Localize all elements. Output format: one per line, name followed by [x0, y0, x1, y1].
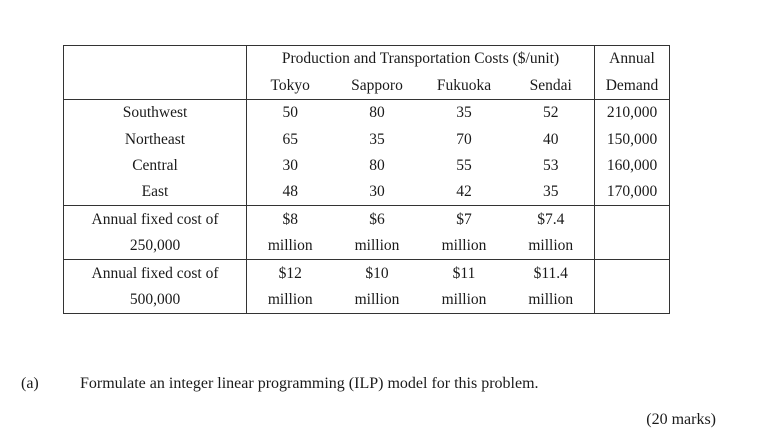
fixed-cost-row: 250,000 million million million million: [63, 232, 670, 260]
cost-cell: 30: [369, 183, 385, 201]
region-label: Northeast: [63, 126, 247, 153]
fixed-cost-label: Annual fixed cost of: [63, 205, 247, 233]
table-row: East 48 30 42 35 170,000: [63, 178, 670, 206]
marks-label: (20 marks): [646, 411, 716, 428]
fixed-cost-value: $7: [420, 205, 508, 233]
demand-cell: 170,000: [594, 178, 670, 206]
empty-cell: [594, 232, 670, 260]
corner-cell: [63, 45, 247, 73]
fixed-cost-value: $7.4: [507, 205, 595, 233]
city-header: Fukuoka: [436, 76, 492, 94]
demand-header-2: Demand: [594, 72, 670, 100]
cost-cell: 50: [246, 98, 334, 127]
region-label: East: [63, 178, 247, 206]
cost-cell: 53: [507, 152, 595, 179]
empty-cell: [594, 286, 670, 314]
fixed-cost-value: $12: [246, 259, 334, 287]
demand-cell: 150,000: [594, 126, 670, 153]
fixed-cost-capacity: 500,000: [63, 286, 247, 314]
fixed-cost-label: Annual fixed cost of: [63, 259, 247, 287]
fixed-cost-unit: million: [441, 237, 487, 255]
corner-cell-2: [63, 72, 247, 100]
table-row: Northeast 65 35 70 40 150,000: [63, 126, 670, 153]
fixed-cost-row: Annual fixed cost of $12 $10 $11 $11.4: [63, 259, 670, 287]
group-header: Production and Transportation Costs ($/u…: [246, 45, 595, 73]
cost-cell: 48: [282, 183, 299, 201]
cost-cell: 80: [369, 157, 385, 174]
cost-cell: 30: [282, 157, 299, 174]
fixed-cost-unit: million: [246, 286, 334, 314]
fixed-cost-row: 500,000 million million million million: [63, 286, 670, 314]
table-row: Southwest 50 80 35 52 210,000: [63, 98, 670, 127]
question-text: Formulate an integer linear programming …: [80, 375, 539, 392]
cost-cell: 40: [507, 126, 595, 153]
cost-cell: 80: [333, 98, 421, 127]
cost-cell: 35: [420, 98, 508, 127]
cost-table: Production and Transportation Costs ($/u…: [63, 45, 670, 314]
city-header: Tokyo: [270, 76, 310, 94]
fixed-cost-unit: million: [267, 237, 313, 255]
cost-cell: 52: [507, 98, 595, 127]
header-row-1: Production and Transportation Costs ($/u…: [63, 45, 670, 73]
fixed-cost-value: $10: [333, 259, 421, 287]
demand-cell: 210,000: [594, 98, 670, 127]
cost-cell: 42: [456, 183, 472, 201]
cost-cell: 35: [507, 178, 595, 206]
cost-cell: 65: [282, 130, 299, 148]
question-label: (a): [21, 375, 39, 392]
demand-header-1: Annual: [594, 45, 670, 73]
fixed-cost-row: Annual fixed cost of $8 $6 $7 $7.4: [63, 205, 670, 233]
cost-cell: 70: [456, 130, 472, 148]
demand-cell: 160,000: [594, 152, 670, 179]
empty-cell: [594, 205, 670, 233]
region-label: Southwest: [63, 98, 247, 127]
fixed-cost-value: $6: [333, 205, 421, 233]
cost-cell: 35: [369, 130, 385, 148]
fixed-cost-unit: million: [507, 286, 595, 314]
cost-cell: 55: [456, 157, 472, 174]
fixed-cost-value: $8: [246, 205, 334, 233]
fixed-cost-capacity: 250,000: [63, 232, 247, 260]
city-header: Sendai: [507, 72, 595, 100]
fixed-cost-value: $11.4: [507, 259, 595, 287]
fixed-cost-unit: million: [333, 286, 421, 314]
header-row-2: Tokyo Sapporo Fukuoka Sendai Demand: [63, 72, 670, 100]
table-row: Central 30 80 55 53 160,000: [63, 152, 670, 179]
fixed-cost-unit: million: [420, 286, 508, 314]
region-label: Central: [63, 152, 247, 179]
empty-cell: [594, 259, 670, 287]
city-header: Sapporo: [351, 76, 403, 94]
fixed-cost-unit: million: [354, 237, 400, 255]
fixed-cost-value: $11: [420, 259, 508, 287]
fixed-cost-unit: million: [507, 232, 595, 260]
